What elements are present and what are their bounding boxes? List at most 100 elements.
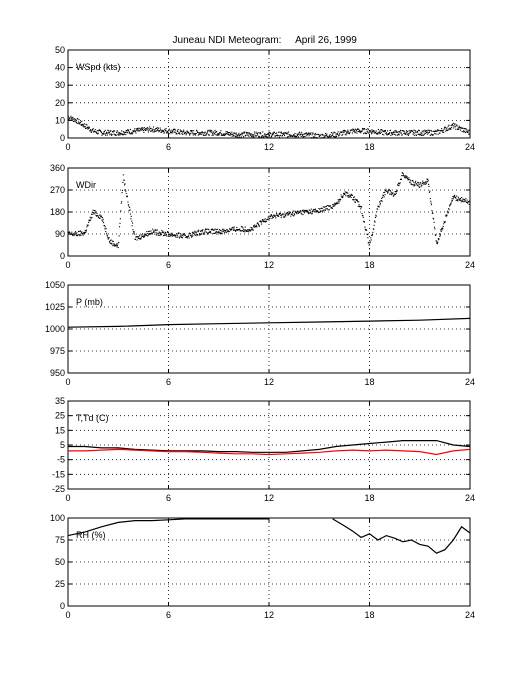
data-point: [77, 118, 79, 120]
data-point: [111, 243, 113, 245]
data-point: [286, 136, 289, 138]
data-point: [140, 128, 142, 130]
data-point: [451, 123, 454, 125]
data-point: [117, 243, 119, 245]
data-point: [202, 132, 204, 134]
data-point: [179, 236, 181, 238]
data-point: [414, 184, 416, 187]
data-point: [191, 129, 193, 132]
data-point: [258, 136, 260, 138]
data-point: [88, 126, 90, 128]
data-point: [212, 232, 214, 234]
data-point: [352, 128, 354, 130]
data-point: [281, 135, 283, 137]
y-tick-label: 75: [55, 535, 65, 545]
data-point: [165, 128, 167, 130]
data-point: [207, 232, 209, 234]
data-point: [447, 129, 449, 131]
data-point: [123, 179, 125, 181]
series-line-1: [68, 440, 471, 453]
x-tick-label: 24: [465, 610, 475, 620]
data-point: [235, 134, 237, 136]
data-point: [247, 134, 249, 136]
data-point: [465, 129, 467, 131]
data-point: [342, 130, 344, 132]
data-point: [436, 243, 438, 245]
data-point: [71, 231, 73, 233]
chart-title: Juneau NDI Meteogram:: [173, 35, 282, 46]
data-point: [92, 213, 94, 215]
data-point: [339, 200, 341, 202]
data-point: [298, 211, 300, 213]
data-point: [376, 211, 378, 213]
data-point: [447, 125, 449, 127]
data-point: [75, 231, 77, 233]
data-point: [423, 133, 425, 135]
data-point: [294, 136, 296, 138]
data-point: [255, 135, 257, 137]
data-point: [441, 128, 443, 130]
data-point: [434, 234, 436, 236]
data-point: [153, 131, 155, 133]
data-point: [272, 133, 274, 135]
data-point: [225, 131, 227, 133]
data-point: [457, 196, 459, 198]
data-point: [419, 183, 421, 185]
data-point: [226, 131, 228, 133]
data-point: [381, 133, 384, 135]
data-point: [126, 131, 128, 133]
data-point: [232, 135, 235, 137]
data-point: [171, 232, 173, 234]
data-point: [274, 135, 276, 137]
data-point: [217, 233, 219, 235]
data-point: [85, 230, 87, 232]
data-point: [129, 131, 131, 133]
data-point: [334, 202, 336, 204]
data-point: [234, 132, 236, 134]
data-point: [429, 197, 431, 200]
data-point: [222, 133, 224, 135]
data-point: [307, 132, 309, 134]
data-point: [390, 191, 392, 193]
data-point: [444, 221, 446, 223]
data-point: [278, 131, 280, 133]
data-point: [201, 231, 203, 233]
data-point: [344, 191, 346, 193]
data-point: [462, 198, 464, 200]
data-point: [154, 129, 156, 131]
data-point: [288, 136, 290, 138]
data-point: [114, 133, 116, 136]
data-point: [399, 132, 401, 134]
data-point: [287, 213, 289, 215]
y-tick-label: 0: [60, 601, 65, 611]
data-point: [417, 133, 419, 135]
data-point: [407, 178, 410, 180]
data-point: [352, 130, 354, 132]
data-point: [446, 214, 448, 216]
data-point: [148, 129, 150, 131]
data-point: [428, 183, 430, 185]
data-point: [151, 128, 153, 130]
data-point: [197, 132, 199, 134]
data-point: [149, 128, 151, 130]
data-point: [189, 132, 191, 134]
data-point: [85, 232, 87, 234]
data-point: [111, 134, 113, 136]
data-point: [248, 135, 250, 137]
data-point: [154, 233, 156, 235]
data-point: [399, 182, 401, 184]
data-point: [438, 238, 440, 240]
x-tick-label: 24: [465, 493, 475, 503]
data-point: [299, 210, 302, 212]
data-point: [414, 132, 416, 134]
x-tick-label: 0: [65, 377, 70, 387]
data-point: [130, 215, 132, 217]
data-point: [81, 120, 83, 122]
data-point: [166, 235, 168, 237]
data-point: [311, 212, 313, 214]
data-point: [440, 229, 442, 231]
data-point: [283, 216, 286, 218]
data-point: [253, 226, 255, 228]
data-point: [96, 130, 98, 132]
data-point: [168, 129, 170, 131]
